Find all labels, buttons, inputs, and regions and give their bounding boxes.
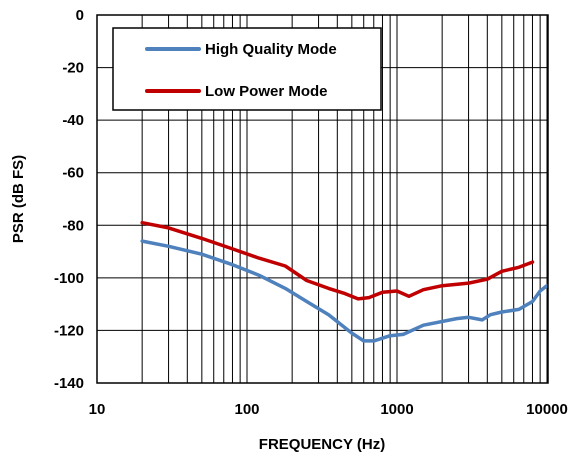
plot-border [96, 14, 549, 384]
y-tick-label: -80 [62, 217, 84, 234]
legend-box [112, 27, 382, 111]
y-tick-label: -120 [54, 322, 84, 339]
y-tick-labels: 0 -20 -40 -60 -80 -100 -120 -140 [54, 7, 84, 392]
series-lines [140, 220, 548, 343]
y-tick-label: 0 [76, 7, 84, 24]
x-axis-title: FREQUENCY (Hz) [259, 436, 385, 453]
x-tick-labels: 10 100 1000 10000 [89, 401, 568, 418]
y-axis-title: PSR (dB FS) [10, 155, 27, 243]
x-tick-label: 100 [234, 401, 259, 418]
y-tick-label: -40 [62, 112, 84, 129]
legend-label-low-power-mode: Low Power Mode [205, 83, 328, 100]
series-line-low-power-mode [140, 220, 535, 301]
legend: High Quality Mode Low Power Mode [112, 27, 382, 111]
series-line-high-quality-mode [140, 239, 548, 343]
x-tick-label: 1000 [380, 401, 413, 418]
y-tick-label: -140 [54, 375, 84, 392]
x-tick-label: 10 [89, 401, 106, 418]
x-tick-label: 10000 [526, 401, 568, 418]
y-tick-label: -60 [62, 165, 84, 182]
y-tick-label: -20 [62, 60, 84, 77]
y-tick-label: -100 [54, 270, 84, 287]
legend-label-high-quality-mode: High Quality Mode [205, 41, 337, 58]
